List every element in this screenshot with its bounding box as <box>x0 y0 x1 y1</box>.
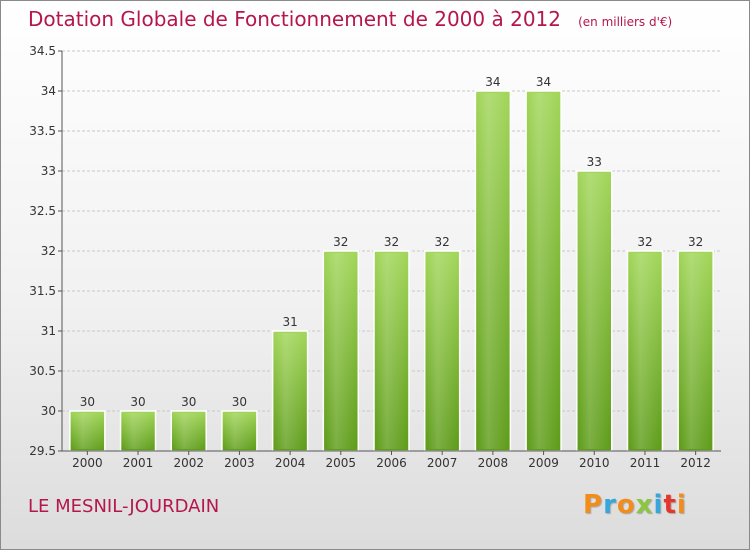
bar-value-label: 32 <box>637 235 652 249</box>
x-tick-label: 2004 <box>275 456 306 470</box>
bar-highlight <box>274 333 306 449</box>
x-tick-label: 2009 <box>528 456 559 470</box>
x-tick-label: 2010 <box>579 456 610 470</box>
logo-letter: i <box>653 490 664 520</box>
bar-2004 <box>271 330 309 452</box>
y-tick-label: 32.5 <box>29 204 56 218</box>
bar-value-label: 30 <box>130 395 145 409</box>
bar-highlight <box>173 413 205 449</box>
bar-highlight <box>325 253 357 449</box>
bar-value-label: 30 <box>80 395 95 409</box>
y-tick-label: 32 <box>41 244 56 258</box>
y-tick-label: 29.5 <box>29 444 56 458</box>
logo-letter: P <box>583 490 604 520</box>
bar-highlight <box>629 253 661 449</box>
bar-value-label: 33 <box>587 155 602 169</box>
bar-value-label: 32 <box>333 235 348 249</box>
bar-2012 <box>677 250 714 452</box>
bar-highlight <box>223 413 255 449</box>
bar-value-label: 30 <box>232 395 247 409</box>
bar-highlight <box>122 413 154 449</box>
bar-value-label: 32 <box>435 235 450 249</box>
bar-2011 <box>626 250 664 452</box>
proxiti-logo: Proxiti <box>583 490 687 520</box>
bar-value-label: 34 <box>485 75 500 89</box>
x-tick-label: 2008 <box>478 456 509 470</box>
x-tick-label: 2007 <box>427 456 458 470</box>
y-tick-label: 33.5 <box>29 124 56 138</box>
bar-2003 <box>221 410 258 452</box>
y-tick-label: 33 <box>41 164 56 178</box>
bar-2001 <box>119 410 157 452</box>
bar-2009 <box>525 90 562 452</box>
logo-letter: r <box>603 490 617 520</box>
bar-value-label: 31 <box>282 315 297 329</box>
y-tick-label: 31.5 <box>29 284 56 298</box>
bar-highlight <box>376 253 407 449</box>
chart-title-main: Dotation Globale de Fonctionnement de 20… <box>28 7 561 31</box>
x-tick-label: 2005 <box>326 456 357 470</box>
bar-highlight <box>71 413 103 449</box>
x-tick-label: 2003 <box>224 456 255 470</box>
bar-2002 <box>170 410 207 452</box>
logo-letter: x <box>635 490 654 520</box>
bar-2008 <box>474 90 512 452</box>
bars <box>69 90 714 452</box>
x-tick-label: 2000 <box>72 456 103 470</box>
chart-title-unit: (en milliers d'€) <box>578 15 673 29</box>
x-tick-label: 2002 <box>173 456 204 470</box>
y-tick-label: 34 <box>41 84 56 98</box>
x-tick-label: 2001 <box>123 456 154 470</box>
bar-2000 <box>69 410 106 452</box>
logo-letter: t <box>663 490 677 520</box>
bar-2007 <box>423 250 461 452</box>
bar-highlight <box>477 93 509 449</box>
bar-highlight <box>426 253 458 449</box>
logo-letter: o <box>616 490 636 520</box>
bar-2006 <box>373 250 410 452</box>
x-tick-label: 2011 <box>630 456 661 470</box>
bar-2005 <box>322 250 360 452</box>
bar-highlight <box>528 93 560 449</box>
y-tick-label: 30 <box>41 404 56 418</box>
y-tick-label: 34.5 <box>29 44 56 58</box>
chart-title: Dotation Globale de Fonctionnement de 20… <box>28 7 672 31</box>
axes <box>58 50 721 455</box>
commune-name: LE MESNIL-JOURDAIN <box>28 496 220 517</box>
bar-2010 <box>576 170 613 452</box>
y-tick-label: 31 <box>41 324 56 338</box>
bar-highlight <box>578 173 610 449</box>
bar-highlight <box>680 253 712 449</box>
bar-value-label: 30 <box>181 395 196 409</box>
labels: 29.5 30 30.5 31 31.5 32 32.5 33 33.5 34 34.5 30 2000… <box>29 44 711 470</box>
x-tick-label: 2006 <box>376 456 407 470</box>
bar-value-label: 32 <box>688 235 703 249</box>
bar-value-label: 32 <box>384 235 399 249</box>
logo-letter: i <box>676 490 687 520</box>
x-tick-label: 2012 <box>680 456 711 470</box>
y-tick-label: 30.5 <box>29 364 56 378</box>
bar-value-label: 34 <box>536 75 551 89</box>
